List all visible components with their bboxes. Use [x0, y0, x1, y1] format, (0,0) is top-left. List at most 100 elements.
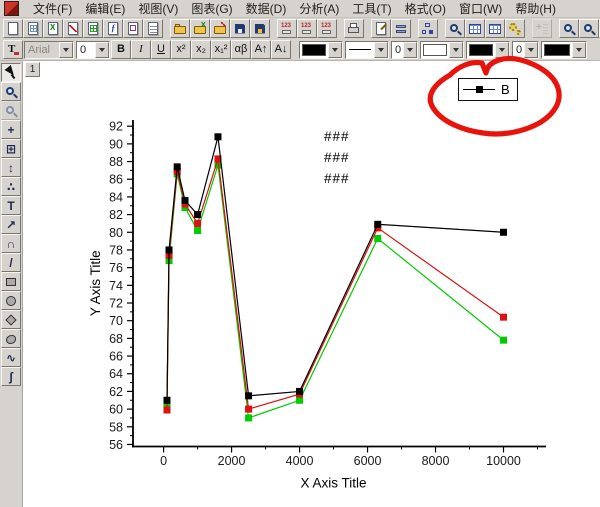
add-columns-button	[532, 19, 552, 38]
save-template-button[interactable]	[250, 19, 270, 38]
greek-button[interactable]: αβ	[231, 40, 251, 59]
increase-font-button[interactable]: A↑	[251, 40, 271, 59]
new-function-button[interactable]	[103, 19, 123, 38]
custom-tool-button[interactable]	[505, 19, 525, 38]
screen-reader-tool[interactable]: +	[1, 120, 21, 139]
zoom-in-tool[interactable]	[1, 82, 21, 101]
new-matrix-button[interactable]	[83, 19, 103, 38]
pattern-width-select[interactable]: 0	[512, 40, 539, 59]
subscript-button-label: x₂	[196, 43, 206, 55]
menu-edit[interactable]: 编辑(E)	[85, 2, 126, 16]
menu-view[interactable]: 视图(V)	[138, 2, 179, 16]
zoom-out-page-button[interactable]	[579, 19, 599, 38]
menu-data[interactable]: 数据(D)	[245, 2, 287, 16]
line-width-select[interactable]: 0	[391, 40, 418, 59]
chevron-down-icon[interactable]	[524, 41, 538, 58]
data-selector-tool[interactable]: ↕	[1, 158, 21, 177]
import-wizard-button[interactable]	[317, 19, 337, 38]
polygon-tool[interactable]	[1, 310, 21, 329]
freehand-tool[interactable]: ʃ	[1, 367, 21, 386]
pointer-icon	[4, 66, 18, 80]
italic-button[interactable]: I	[131, 40, 151, 59]
supersubscript-button[interactable]: x₁²	[211, 40, 231, 59]
chevron-down-icon[interactable]	[403, 41, 417, 58]
import-ascii-button[interactable]	[277, 19, 297, 38]
menu-graph[interactable]: 图表(G)	[191, 2, 233, 16]
save-project-button[interactable]	[230, 19, 250, 38]
page-icon	[6, 21, 20, 36]
graph-window-client[interactable]	[23, 61, 600, 507]
menu-help[interactable]: 帮助(H)	[515, 2, 556, 16]
new-layout-button[interactable]	[123, 19, 143, 38]
pointer-tool[interactable]	[1, 63, 21, 82]
decrease-font-button[interactable]: A↓	[271, 40, 291, 59]
results-log-button[interactable]	[445, 19, 465, 38]
chevron-down-icon[interactable]	[572, 41, 586, 58]
layer-1-button[interactable]: 1	[25, 62, 40, 77]
legend-entry: B	[463, 82, 510, 97]
chevron-down-icon[interactable]	[374, 41, 388, 58]
print-button[interactable]	[344, 19, 364, 38]
chevron-down-icon[interactable]	[95, 41, 109, 58]
open-excel-button[interactable]	[190, 19, 210, 38]
new-graph-button[interactable]	[63, 19, 83, 38]
toolbar-separator	[270, 19, 277, 38]
menu-tools[interactable]: 工具(T)	[352, 2, 392, 16]
toolbar-separator	[337, 19, 344, 38]
new-project-button[interactable]	[3, 19, 23, 38]
zoom-in-page-button[interactable]	[559, 19, 579, 38]
chevron-down-icon[interactable]	[449, 41, 463, 58]
import-multiple-ascii-button[interactable]	[297, 19, 317, 38]
format-bars-button[interactable]	[391, 19, 411, 38]
draw-data-tool-icon: ∴	[6, 179, 16, 194]
font-tool-button[interactable]	[3, 40, 23, 59]
text-color-select[interactable]	[299, 40, 343, 59]
fill-color-select[interactable]	[420, 40, 464, 59]
chevron-down-icon[interactable]	[59, 41, 73, 58]
toolbar-separator	[291, 40, 298, 59]
line-style-select[interactable]	[345, 40, 389, 59]
data-reader-tool[interactable]: ⊞	[1, 139, 21, 158]
legend[interactable]: B	[458, 78, 518, 101]
line-tool[interactable]: /	[1, 253, 21, 272]
bold-button[interactable]: B	[111, 40, 131, 59]
new-excel-button[interactable]	[43, 19, 63, 38]
chevron-down-icon[interactable]	[328, 41, 342, 58]
draw-data-tool[interactable]: ∴	[1, 177, 21, 196]
format-toolbar: Arial 0 B I Ux² x₂ x₁² αβ A↑ A↓ 0 0	[0, 39, 600, 61]
superscript-button[interactable]: x²	[171, 40, 191, 59]
menu-file[interactable]: 文件(F)	[33, 2, 73, 16]
border-color-select[interactable]	[466, 40, 510, 59]
circle-tool[interactable]	[1, 291, 21, 310]
menu-window[interactable]: 窗口(W)	[458, 2, 503, 16]
text-tool[interactable]: T	[1, 196, 21, 215]
new-worksheet-button[interactable]	[23, 19, 43, 38]
pattern-width-select-value: 0	[516, 43, 523, 56]
menu-analysis[interactable]: 分析(A)	[299, 2, 340, 16]
edit-script-button[interactable]	[371, 19, 391, 38]
masked-value-line: ###	[324, 129, 350, 144]
menu-format[interactable]: 格式(O)	[404, 2, 446, 16]
superscript-button-label: x²	[176, 43, 186, 55]
font-family-select: Arial	[24, 40, 74, 59]
project-explorer-button[interactable]	[418, 19, 438, 38]
worksheet-button[interactable]	[465, 19, 485, 38]
fill-color-select-swatch	[423, 43, 447, 56]
font-size-select[interactable]: 0	[76, 40, 110, 59]
new-notes-button[interactable]	[143, 19, 163, 38]
open-button[interactable]	[170, 19, 190, 38]
masked-text-annotation[interactable]: ### ### ###	[324, 126, 350, 189]
open-graph-button[interactable]	[210, 19, 230, 38]
text-tool-icon: T	[7, 198, 15, 213]
chevron-down-icon[interactable]	[495, 41, 509, 58]
curved-arrow-tool[interactable]: ∩	[1, 234, 21, 253]
rectangle-tool[interactable]	[1, 272, 21, 291]
arrow-tool[interactable]: ↗	[1, 215, 21, 234]
underline-button[interactable]: U	[151, 40, 171, 59]
legend-label: B	[501, 82, 510, 97]
plot-setup-button[interactable]	[485, 19, 505, 38]
region-tool[interactable]	[1, 329, 21, 348]
polyline-tool[interactable]: ∿	[1, 348, 21, 367]
pattern-color-select[interactable]	[541, 40, 587, 59]
subscript-button[interactable]: x₂	[191, 40, 211, 59]
